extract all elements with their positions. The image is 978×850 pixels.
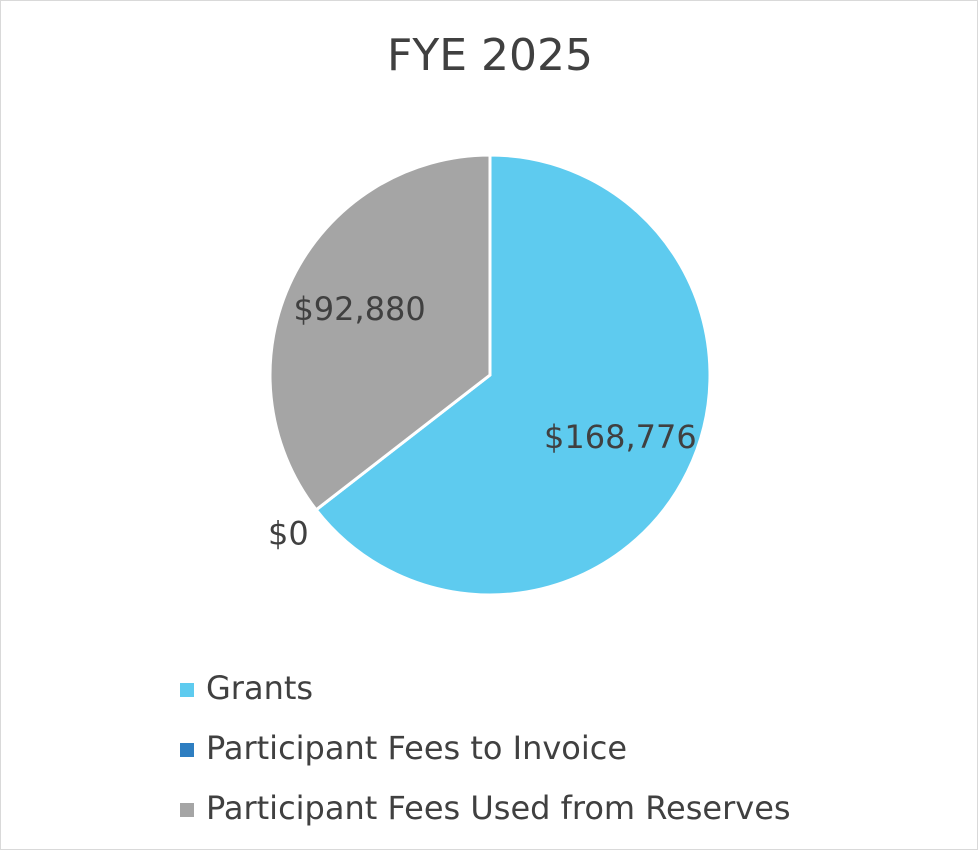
- legend-swatch: [180, 683, 194, 697]
- chart-title: FYE 2025: [387, 30, 593, 81]
- data-label: $92,880: [293, 290, 425, 328]
- legend-label: Grants: [206, 669, 313, 707]
- legend-label: Participant Fees Used from Reserves: [206, 789, 791, 827]
- pie-slice: [268, 153, 492, 512]
- legend-label: Participant Fees to Invoice: [206, 729, 627, 767]
- pie-slice: [314, 153, 712, 597]
- data-label: $0: [268, 514, 309, 552]
- legend-swatch: [180, 803, 194, 817]
- legend-swatch: [180, 743, 194, 757]
- data-label: $168,776: [544, 418, 697, 456]
